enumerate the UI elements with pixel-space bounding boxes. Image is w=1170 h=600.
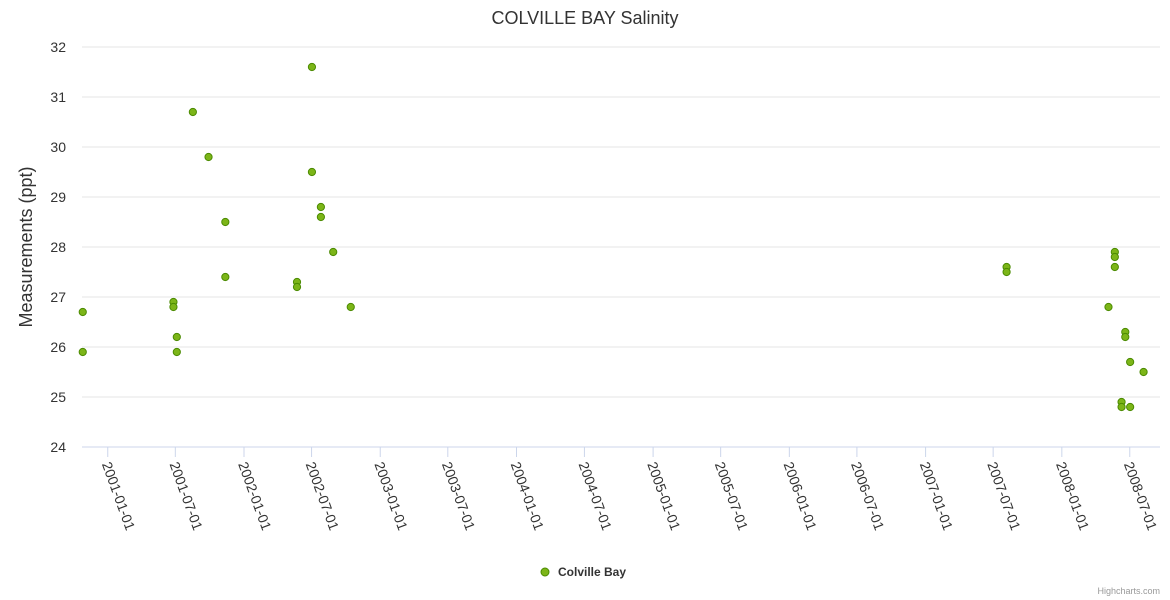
data-point[interactable] <box>316 202 325 212</box>
data-point[interactable] <box>316 212 325 222</box>
data-point[interactable] <box>1110 252 1119 262</box>
data-point[interactable] <box>1139 367 1148 377</box>
y-tick-label: 31 <box>50 89 66 105</box>
y-tick-label: 25 <box>50 389 66 405</box>
y-tick-label: 26 <box>50 339 66 355</box>
legend[interactable]: Colville Bay <box>540 565 626 579</box>
y-tick-label: 30 <box>50 139 66 155</box>
data-point[interactable] <box>1126 402 1135 412</box>
chart-title: COLVILLE BAY Salinity <box>491 8 678 28</box>
data-point[interactable] <box>172 332 181 342</box>
data-point[interactable] <box>346 302 355 312</box>
data-point[interactable] <box>1104 302 1113 312</box>
data-point[interactable] <box>1117 402 1126 412</box>
y-tick-label: 24 <box>50 439 66 455</box>
data-point[interactable] <box>221 217 230 227</box>
data-point[interactable] <box>292 282 302 292</box>
y-axis-label: Measurements (ppt) <box>16 166 36 327</box>
data-point[interactable] <box>188 107 197 117</box>
data-point[interactable] <box>1110 262 1119 272</box>
legend-item-colville-bay[interactable]: Colville Bay <box>558 565 626 579</box>
data-point[interactable] <box>172 347 181 357</box>
data-point[interactable] <box>204 152 213 162</box>
data-point[interactable] <box>1002 267 1011 277</box>
y-axis-ticks: 24 25 26 27 28 29 30 31 32 <box>50 39 66 455</box>
gridlines <box>82 46 1160 398</box>
data-point[interactable] <box>307 167 317 177</box>
data-point[interactable] <box>78 347 87 357</box>
data-point[interactable] <box>169 302 178 312</box>
data-point[interactable] <box>1121 332 1130 342</box>
y-tick-label: 27 <box>50 289 66 305</box>
y-tick-label: 28 <box>50 239 66 255</box>
data-point[interactable] <box>221 272 230 282</box>
legend-marker-icon <box>540 567 550 577</box>
data-point[interactable] <box>1126 357 1135 367</box>
credits-link[interactable]: Highcharts.com <box>1097 586 1160 596</box>
data-point[interactable] <box>329 247 338 257</box>
y-tick-label: 29 <box>50 189 66 205</box>
y-tick-label: 32 <box>50 39 66 55</box>
series-colville-bay <box>78 62 1148 412</box>
data-point[interactable] <box>78 307 87 317</box>
data-point[interactable] <box>307 62 317 72</box>
